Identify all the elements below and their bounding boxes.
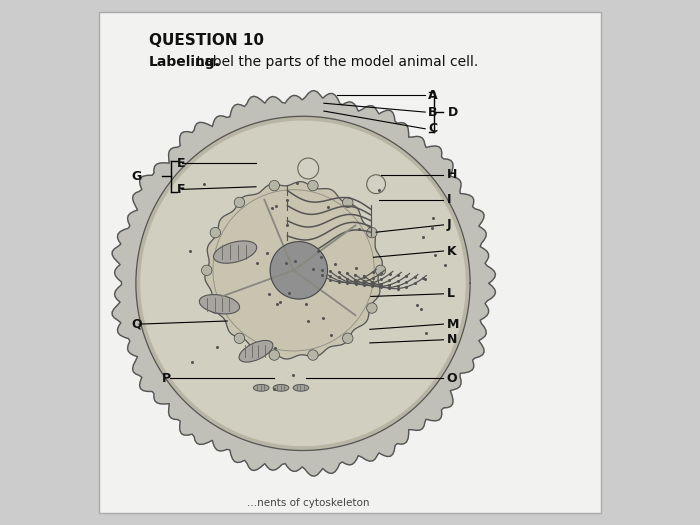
Circle shape: [234, 197, 244, 207]
Text: F: F: [176, 183, 185, 196]
Text: H: H: [447, 169, 457, 181]
Text: G: G: [132, 170, 142, 183]
Ellipse shape: [273, 384, 289, 391]
Circle shape: [308, 181, 318, 191]
Text: P: P: [162, 372, 171, 385]
Circle shape: [342, 333, 353, 343]
Polygon shape: [136, 116, 470, 450]
Polygon shape: [141, 121, 465, 446]
Circle shape: [234, 333, 244, 343]
Circle shape: [210, 303, 220, 313]
Circle shape: [367, 227, 377, 238]
Circle shape: [308, 350, 318, 360]
Circle shape: [367, 303, 377, 313]
Ellipse shape: [253, 384, 269, 391]
Text: E: E: [176, 157, 185, 170]
Text: I: I: [447, 193, 451, 206]
Text: Labeling.: Labeling.: [149, 55, 221, 69]
Circle shape: [202, 265, 212, 276]
Text: J: J: [447, 218, 452, 232]
Circle shape: [298, 158, 318, 179]
Text: QUESTION 10: QUESTION 10: [149, 33, 264, 48]
Text: L: L: [447, 287, 454, 300]
Circle shape: [210, 227, 220, 238]
Circle shape: [367, 175, 386, 194]
Circle shape: [342, 197, 353, 207]
Polygon shape: [270, 242, 328, 299]
Circle shape: [269, 181, 279, 191]
Text: K: K: [447, 245, 456, 257]
Ellipse shape: [239, 340, 273, 362]
Polygon shape: [205, 182, 382, 359]
Circle shape: [375, 265, 386, 276]
Circle shape: [269, 350, 279, 360]
Text: N: N: [447, 333, 457, 346]
Ellipse shape: [214, 241, 257, 263]
Text: D: D: [448, 106, 458, 119]
FancyBboxPatch shape: [99, 12, 601, 513]
Text: B: B: [428, 106, 438, 119]
Text: Q: Q: [132, 318, 142, 331]
Text: ...nents of cytoskeleton: ...nents of cytoskeleton: [247, 498, 370, 508]
Text: A: A: [428, 89, 438, 102]
Polygon shape: [112, 91, 496, 476]
Text: Label the parts of the model animal cell.: Label the parts of the model animal cell…: [192, 55, 478, 69]
Text: C: C: [428, 122, 438, 135]
Ellipse shape: [199, 295, 239, 314]
Ellipse shape: [293, 384, 309, 391]
Text: M: M: [447, 318, 459, 331]
Text: O: O: [447, 372, 457, 385]
